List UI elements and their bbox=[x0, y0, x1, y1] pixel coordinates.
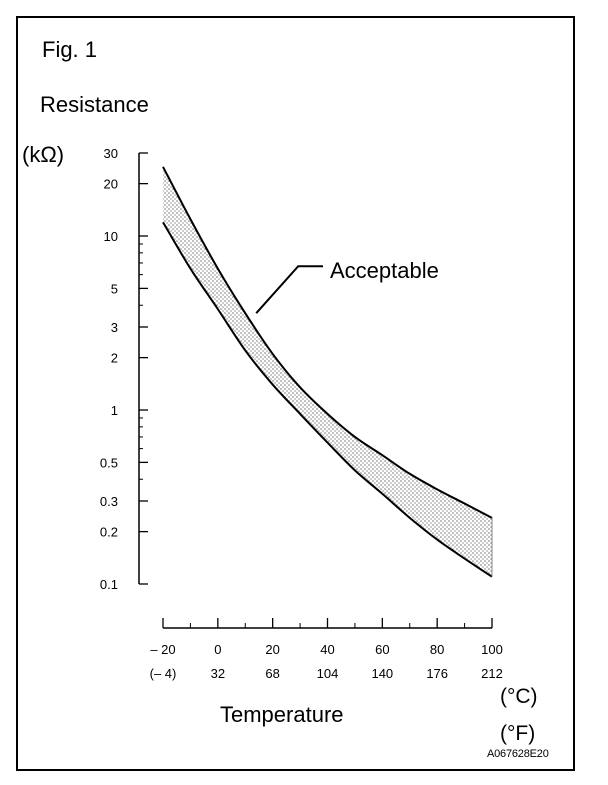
x-tick-label-fahrenheit: 32 bbox=[211, 666, 225, 681]
figure-border bbox=[16, 16, 575, 771]
figure-code: A067628E20 bbox=[487, 748, 549, 760]
y-tick-label: 0.5 bbox=[100, 455, 118, 470]
y-tick-label: 0.1 bbox=[100, 577, 118, 592]
y-tick-label: 1 bbox=[111, 403, 118, 418]
x-tick-label-fahrenheit: (– 4) bbox=[150, 666, 177, 681]
acceptable-label: Acceptable bbox=[330, 258, 439, 283]
lower-limit-curve bbox=[162, 221, 493, 578]
x-tick-label-fahrenheit: 68 bbox=[265, 666, 279, 681]
acceptable-band-fill bbox=[163, 166, 492, 577]
x-tick-label-fahrenheit: 140 bbox=[371, 666, 393, 681]
y-tick-label: 3 bbox=[111, 320, 118, 335]
y-tick-label: 0.3 bbox=[100, 494, 118, 509]
x-tick-label-fahrenheit: 212 bbox=[481, 666, 503, 681]
x-tick-label-celsius: 100 bbox=[481, 642, 503, 657]
x-axis-unit-celsius: (°C) bbox=[500, 685, 538, 708]
x-tick-label-celsius: 80 bbox=[430, 642, 444, 657]
x-tick-label-celsius: – 20 bbox=[150, 642, 175, 657]
y-tick-label: 0.2 bbox=[100, 525, 118, 540]
y-tick-label: 30 bbox=[104, 146, 118, 161]
y-tick-label: 20 bbox=[104, 177, 118, 192]
acceptable-leader-line bbox=[255, 265, 323, 314]
y-axis-unit: (kΩ) bbox=[22, 142, 64, 167]
x-tick-label-celsius: 20 bbox=[265, 642, 279, 657]
x-tick-label-celsius: 40 bbox=[320, 642, 334, 657]
x-tick-label-celsius: 60 bbox=[375, 642, 389, 657]
x-tick-label-celsius: 0 bbox=[214, 642, 221, 657]
y-axis-title: Resistance bbox=[40, 92, 149, 117]
x-axis-unit-fahrenheit: (°F) bbox=[500, 722, 535, 745]
figure-title: Fig. 1 bbox=[42, 37, 97, 62]
x-tick-label-fahrenheit: 104 bbox=[317, 666, 339, 681]
x-axis-title: Temperature bbox=[220, 702, 344, 727]
x-tick-label-fahrenheit: 176 bbox=[426, 666, 448, 681]
y-tick-label: 10 bbox=[104, 229, 118, 244]
upper-limit-curve bbox=[162, 166, 493, 519]
y-tick-label: 5 bbox=[111, 281, 118, 296]
y-tick-label: 2 bbox=[111, 351, 118, 366]
